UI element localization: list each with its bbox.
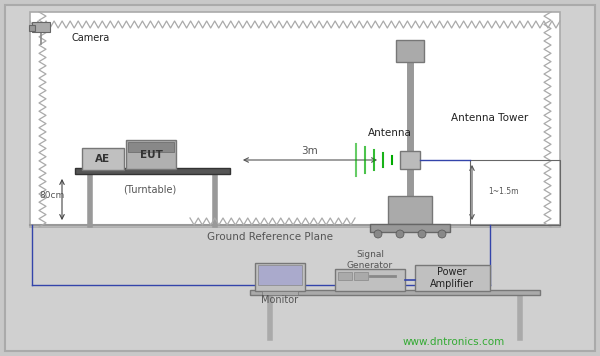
Bar [255, 263, 305, 291]
Circle shape [438, 230, 446, 238]
Bar [262, 291, 298, 295]
Text: Camera: Camera [72, 33, 110, 43]
Bar [338, 272, 352, 280]
Text: 80cm: 80cm [40, 192, 65, 200]
Bar [400, 151, 420, 169]
Text: Antenna: Antenna [368, 128, 412, 138]
Bar [32, 22, 50, 32]
Bar [396, 40, 424, 62]
Text: EUT: EUT [140, 150, 163, 160]
Bar [370, 224, 450, 232]
Bar [354, 272, 368, 280]
Bar [126, 140, 176, 169]
Bar [29, 25, 35, 31]
Bar [470, 160, 560, 225]
Text: Antenna Tower: Antenna Tower [451, 113, 529, 123]
Bar [388, 196, 432, 224]
Text: 1~1.5m: 1~1.5m [488, 188, 518, 197]
Bar [75, 168, 230, 174]
Text: (Turntable): (Turntable) [124, 185, 176, 195]
Bar [128, 142, 174, 152]
Text: Ground Reference Plane: Ground Reference Plane [207, 232, 333, 242]
Bar [335, 269, 405, 291]
Text: www.dntronics.com: www.dntronics.com [403, 337, 505, 347]
Text: AE: AE [95, 154, 110, 164]
Bar [82, 148, 124, 170]
Bar [250, 290, 540, 295]
Text: Signal
Generator: Signal Generator [347, 250, 393, 270]
Bar [258, 265, 302, 285]
Text: 3m: 3m [302, 146, 319, 156]
Circle shape [396, 230, 404, 238]
Bar [30, 12, 560, 227]
Circle shape [418, 230, 426, 238]
Text: Monitor: Monitor [262, 295, 299, 305]
Circle shape [374, 230, 382, 238]
Text: Power
Amplifier: Power Amplifier [430, 267, 474, 289]
Bar [415, 265, 490, 291]
